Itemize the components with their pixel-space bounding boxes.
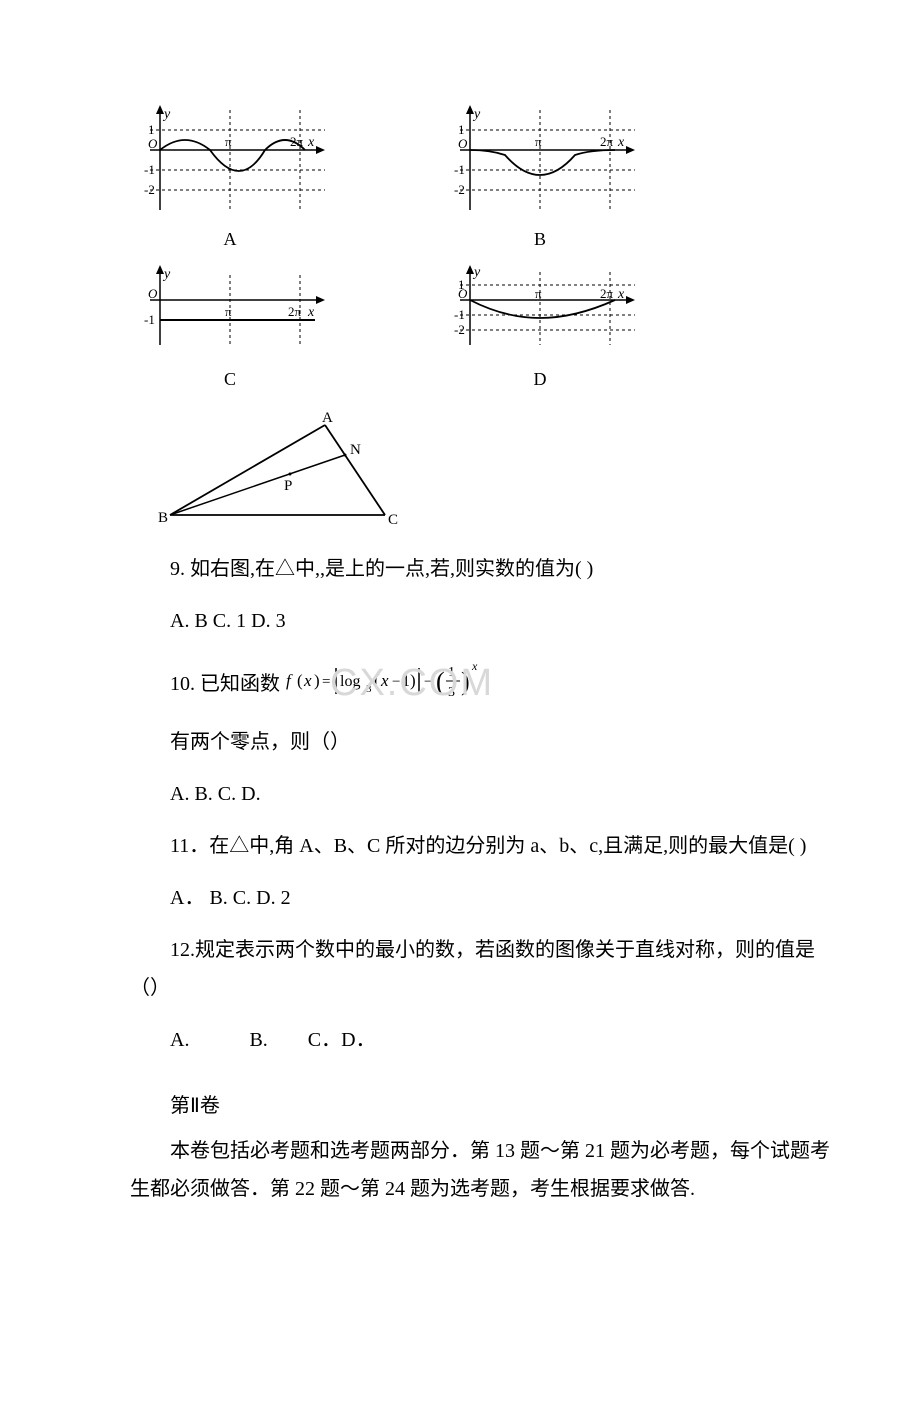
triangle-svg: A B C N P (150, 410, 410, 530)
svg-text:-1: -1 (454, 307, 465, 322)
q12-text: 12.规定表示两个数中的最小的数，若函数的图像关于直线对称，则的值是（） (130, 931, 840, 1007)
q10-prefix: 10. 已知函数 (130, 667, 280, 696)
svg-text:-1: -1 (454, 162, 465, 177)
graph-b: 1 -1 -2 y x O π 2π B (440, 100, 640, 250)
triangle-figure: A B C N P (150, 410, 840, 535)
svg-text:f: f (286, 671, 293, 690)
svg-text:y: y (162, 107, 171, 122)
graph-b-svg: 1 -1 -2 y x O π 2π (440, 100, 640, 220)
svg-text:1: 1 (148, 122, 155, 137)
q11-options: A． B. C. D. 2 (130, 879, 840, 917)
q10-line2: 有两个零点，则（） (130, 723, 840, 761)
svg-text:A: A (322, 410, 333, 426)
svg-text:x: x (307, 135, 315, 150)
svg-text:): ) (314, 671, 320, 690)
graph-a-label: A (130, 229, 330, 250)
svg-text:1: 1 (458, 122, 465, 137)
svg-text:-2: -2 (144, 182, 155, 197)
svg-text:x: x (617, 135, 625, 150)
svg-text:x: x (617, 287, 625, 302)
svg-text:x: x (307, 305, 315, 320)
svg-text:O: O (458, 136, 468, 151)
q12-options: A. B. C．D． (130, 1021, 840, 1059)
svg-text:π: π (225, 134, 232, 149)
svg-text:(: ( (297, 671, 303, 690)
graph-a-svg: 1 -1 -2 y x O π 2π (130, 100, 330, 220)
q10-line: CX.COM 10. 已知函数 f ( x ) = log 3 ( x − 1 … (130, 654, 840, 709)
watermark-text: CX.COM (330, 662, 494, 705)
svg-text:2π: 2π (288, 304, 302, 319)
graph-d: 1 -1 -2 y x O π 2π D (440, 260, 640, 390)
svg-text:π: π (225, 304, 232, 319)
q11-text: 11．在△中,角 A、B、C 所对的边分别为 a、b、c,且满足,则的最大值是(… (130, 827, 840, 865)
graphs-grid: 1 -1 -2 y x O π 2π A (130, 100, 840, 390)
svg-text:π: π (535, 286, 542, 301)
section2-title: 第Ⅱ卷 (130, 1089, 840, 1118)
svg-text:2π: 2π (600, 286, 614, 301)
svg-text:y: y (472, 107, 481, 122)
svg-text:B: B (158, 510, 168, 526)
q9-options: A. B C. 1 D. 3 (130, 602, 840, 640)
q10-options: A. B. C. D. (130, 775, 840, 813)
svg-text:O: O (148, 286, 158, 301)
svg-text:P: P (284, 478, 292, 494)
svg-text:-2: -2 (454, 182, 465, 197)
svg-text:x: x (303, 671, 312, 690)
svg-text:O: O (458, 286, 468, 301)
svg-text:O: O (148, 136, 158, 151)
svg-text:π: π (535, 134, 542, 149)
graph-d-label: D (440, 369, 640, 390)
svg-text:N: N (350, 442, 361, 458)
svg-text:y: y (472, 265, 481, 280)
svg-text:-1: -1 (144, 312, 155, 327)
svg-text:y: y (162, 267, 171, 282)
svg-text:C: C (388, 512, 398, 528)
svg-text:-1: -1 (144, 162, 155, 177)
section2-desc: 本卷包括必考题和选考题两部分．第 13 题～第 21 题为必考题，每个试题考生都… (130, 1132, 840, 1208)
graph-c-svg: y x O -1 π 2π (130, 260, 330, 360)
graph-d-svg: 1 -1 -2 y x O π 2π (440, 260, 640, 360)
graph-c: y x O -1 π 2π C (130, 260, 330, 390)
svg-text:-2: -2 (454, 322, 465, 337)
graph-a: 1 -1 -2 y x O π 2π A (130, 100, 330, 250)
graph-c-label: C (130, 369, 330, 390)
q9-text: 9. 如右图,在△中,,是上的一点,若,则实数的值为( ) (130, 550, 840, 588)
svg-text:2π: 2π (600, 134, 614, 149)
graph-b-label: B (440, 229, 640, 250)
